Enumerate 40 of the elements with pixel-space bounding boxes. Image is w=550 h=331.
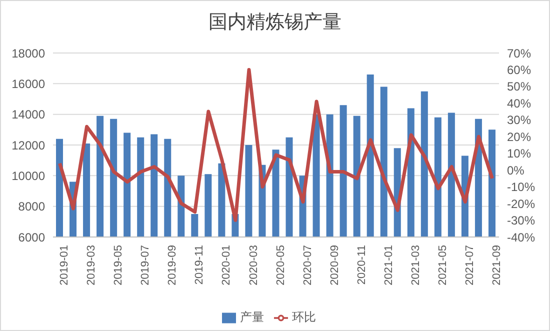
y-tick-label: 14000 <box>12 108 46 122</box>
y2-tick-label: 10% <box>507 146 532 161</box>
x-tick-label: 2020-03 <box>248 245 260 286</box>
x-tick-label: 2021-01 <box>382 245 395 286</box>
y2-tick-label: 50% <box>507 80 532 94</box>
x-tick-label: 2021-07 <box>464 245 476 286</box>
x-tick-label: 2021-05 <box>436 245 449 286</box>
line-series <box>58 68 494 222</box>
y2-tick-label: 20% <box>507 130 532 144</box>
x-tick-label: 2020-05 <box>274 245 287 286</box>
x-tick-label: 2020-07 <box>302 245 314 286</box>
x-tick-label: 2019-01 <box>58 245 71 286</box>
legend-label: 环比 <box>292 310 316 324</box>
y2-tick-label: 30% <box>507 113 532 128</box>
y-tick-label: 6000 <box>18 230 46 244</box>
y2-tick-label: -30% <box>507 214 536 228</box>
y2-tick-label: 60% <box>507 62 532 77</box>
x-tick-label: 2019-11 <box>194 245 206 285</box>
y2-tick-label: 70% <box>507 46 532 60</box>
x-tick-label: 2019-03 <box>86 245 98 286</box>
y-tick-label: 12000 <box>12 138 46 152</box>
x-tick-label: 2021-09 <box>491 245 504 286</box>
x-tick-label: 2020-11 <box>356 245 368 285</box>
x-tick-label: 2020-01 <box>220 245 233 286</box>
x-tick-label: 2019-05 <box>112 245 125 286</box>
y2-tick-label: -10% <box>507 180 536 194</box>
y2-tick-label: 0% <box>507 163 525 178</box>
y2-tick-label: -20% <box>507 196 536 211</box>
y2-tick-label: -40% <box>507 230 536 244</box>
x-tick-label: 2019-09 <box>166 245 179 286</box>
x-tick-label: 2020-09 <box>328 245 341 286</box>
x-tick-label: 2021-03 <box>410 245 422 286</box>
y-tick-label: 8000 <box>18 200 46 214</box>
y-tick-label: 18000 <box>12 46 46 60</box>
x-tick-label: 2019-07 <box>140 245 152 286</box>
y-tick-label: 10000 <box>12 168 46 183</box>
chart-title: 国内精炼锡产量 <box>208 10 342 35</box>
y2-tick-label: 40% <box>507 96 532 110</box>
y-tick-label: 16000 <box>12 76 46 91</box>
legend-label: 产量 <box>240 310 264 324</box>
